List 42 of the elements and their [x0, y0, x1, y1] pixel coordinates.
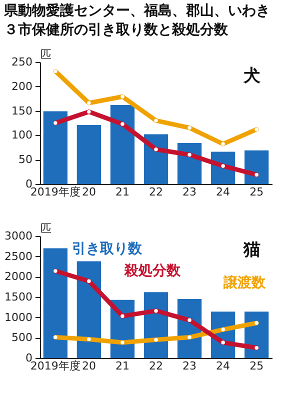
y-tick-label: 500 [12, 331, 32, 344]
x-tick-label: 21 [115, 360, 130, 372]
y-tick-label: 0 [26, 352, 32, 364]
series-label: 殺処分数 [123, 263, 182, 280]
x-tick-label: 2019年度 [30, 360, 80, 372]
x-tick-label: 23 [182, 360, 197, 372]
x-tick-label: 20 [82, 360, 96, 372]
y-tick-label: 100 [12, 128, 32, 142]
series-label: 引き取り数 [72, 241, 143, 258]
x-tick-label: 21 [115, 186, 130, 198]
chart-subtitle: 猫 [242, 240, 260, 260]
text: 譲渡数 [222, 274, 267, 292]
bar [244, 150, 269, 184]
bar [110, 104, 135, 184]
y-axis-title: 匹 [40, 48, 52, 61]
x-tick-label: 20 [82, 186, 96, 198]
y-tick-label: 50 [18, 153, 32, 166]
x-tick-label: 23 [182, 186, 197, 198]
bar [76, 124, 102, 184]
x-tick-label: 24 [216, 360, 230, 372]
chart-subtitle: 犬 [242, 66, 262, 86]
y-tick-label: 200 [12, 80, 32, 93]
x-tick-label: 25 [250, 360, 264, 372]
x-tick-label: 25 [250, 186, 264, 198]
y-tick-label: 150 [12, 104, 32, 118]
line-series [53, 320, 259, 345]
x-tick-label: 22 [149, 360, 163, 372]
y-tick-label: 1000 [4, 310, 32, 324]
x-tick-label: 24 [216, 186, 230, 198]
y-tick-label: 3000 [4, 230, 32, 242]
y-tick-label: 250 [12, 56, 32, 68]
y-tick-label: 2500 [4, 250, 32, 263]
chart-title: 県動物愛護センター、福島、郡山、いわき３市保健所の引き取り数と殺処分数 [3, 2, 270, 38]
bar [43, 248, 68, 358]
y-tick-label: 1500 [4, 290, 32, 304]
bar [43, 111, 68, 184]
x-tick-label: 2019年度 [30, 186, 80, 198]
x-tick-label: 22 [149, 186, 163, 198]
y-tick-label: 0 [26, 178, 32, 190]
line-series [53, 110, 259, 177]
y-axis-title: 匹 [40, 222, 52, 235]
y-tick-label: 2000 [4, 270, 32, 284]
